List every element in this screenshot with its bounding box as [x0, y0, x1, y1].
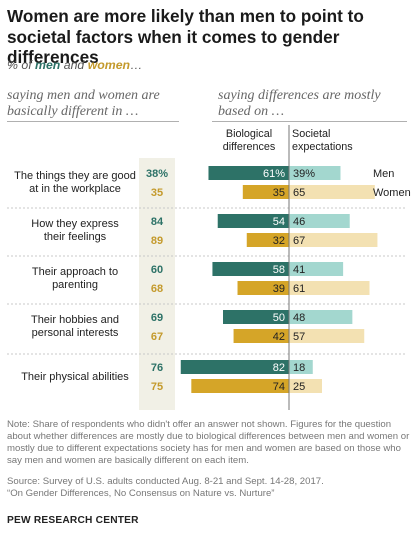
societal-value-men: 48: [293, 312, 305, 324]
societal-value-men: 18: [293, 362, 305, 374]
category-label: The things they are good: [14, 170, 136, 182]
societal-bar-women: [289, 379, 322, 393]
category-label: at in the workplace: [29, 183, 121, 195]
biological-value-men: 82: [273, 362, 285, 374]
left-column-heading: saying men and women are basically diffe…: [7, 88, 160, 119]
biological-value-men: 50: [273, 312, 285, 324]
biological-differences-heading: Biological differences: [222, 128, 276, 153]
biological-value-women: 32: [273, 235, 285, 247]
left-heading-rule: [7, 121, 179, 122]
report-title: “On Gender Differences, No Consensus on …: [7, 488, 275, 499]
biological-bar-men: [180, 360, 289, 374]
societal-expectations-heading: Societal expectations: [292, 128, 353, 153]
biological-bar-women: [246, 233, 289, 247]
subtitle-suffix: …: [130, 58, 143, 72]
societal-value-women: 65: [293, 187, 305, 199]
right-heading-rule: [212, 121, 407, 122]
societal-value-men: 39%: [293, 168, 315, 180]
chart-title: Women are more likely than men to point …: [7, 6, 364, 67]
subtitle-prefix: % of: [7, 58, 32, 72]
subtitle-and: and: [63, 58, 85, 72]
category-label: How they express: [31, 218, 119, 230]
biological-value-men: 54: [273, 216, 285, 228]
category-label: Their approach to: [32, 266, 118, 278]
biological-bar-women: [233, 329, 289, 343]
basically-different-women-value: 67: [151, 331, 163, 343]
chart-source: Source: Survey of U.S. adults conducted …: [7, 476, 324, 487]
basically-different-men-value: 76: [151, 362, 163, 374]
societal-value-men: 41: [293, 264, 305, 276]
biological-value-women: 35: [273, 187, 285, 199]
societal-value-men: 46: [293, 216, 305, 228]
basically-different-men-value: 69: [151, 312, 163, 324]
societal-value-women: 25: [293, 381, 305, 393]
societal-bar-men: [289, 262, 344, 276]
category-label: their feelings: [44, 231, 107, 243]
basically-different-women-value: 89: [151, 235, 163, 247]
biological-value-men: 61%: [263, 168, 285, 180]
societal-bar-men: [289, 166, 341, 180]
legend-women: Women: [373, 187, 411, 199]
biological-value-women: 39: [273, 283, 285, 295]
basically-different-women-value: 68: [151, 283, 163, 295]
biological-bar-men: [212, 262, 289, 276]
basically-different-men-value: 60: [151, 264, 163, 276]
societal-bar-men: [289, 360, 313, 374]
subtitle-men-label: men: [35, 58, 61, 72]
category-label: personal interests: [32, 327, 119, 339]
societal-bar-women: [289, 329, 365, 343]
organization-credit: PEW RESEARCH CENTER: [7, 515, 139, 526]
biological-bar-women: [191, 379, 289, 393]
chart-note: Note: Share of respondents who didn't of…: [7, 419, 410, 466]
societal-bar-men: [289, 310, 353, 324]
biological-value-women: 42: [273, 331, 285, 343]
biological-value-men: 58: [273, 264, 285, 276]
legend-men: Men: [373, 168, 394, 180]
basically-different-men-value: 84: [151, 216, 164, 228]
basically-different-band: [139, 158, 175, 410]
biological-bar-women: [237, 281, 289, 295]
basically-different-women-value: 75: [151, 381, 163, 393]
biological-bar-men: [208, 166, 289, 180]
category-label: Their hobbies and: [31, 314, 119, 326]
biological-bar-men: [223, 310, 289, 324]
societal-value-women: 57: [293, 331, 305, 343]
right-column-heading: saying differences are mostly based on …: [218, 88, 381, 119]
basically-different-men-value: 38%: [146, 168, 168, 180]
chart-subtitle: % of men and women…: [7, 58, 142, 72]
societal-value-women: 67: [293, 235, 305, 247]
category-label: parenting: [52, 279, 98, 291]
basically-different-women-value: 35: [151, 187, 163, 199]
category-label: Their physical abilities: [21, 371, 129, 383]
societal-bar-men: [289, 214, 350, 228]
biological-bar-women: [242, 185, 289, 199]
societal-value-women: 61: [293, 283, 305, 295]
biological-value-women: 74: [273, 381, 285, 393]
subtitle-women-label: women: [87, 58, 131, 72]
societal-bar-women: [289, 281, 370, 295]
societal-bar-women: [289, 185, 375, 199]
societal-bar-women: [289, 233, 378, 247]
biological-bar-men: [217, 214, 289, 228]
